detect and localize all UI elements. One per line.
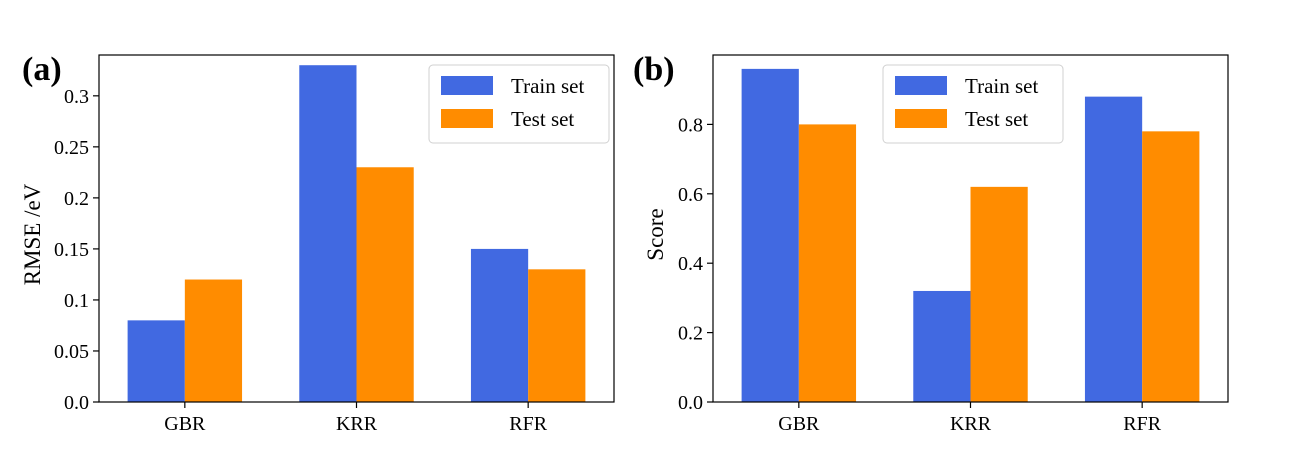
bar-test-set-rfr — [1142, 131, 1200, 402]
bar-test-set-krr — [970, 186, 1028, 402]
bar-test-set-gbr — [184, 279, 243, 402]
bar-train-set-gbr — [127, 320, 185, 402]
y-tick-label: 0.2 — [678, 323, 703, 345]
y-tick-label: 0.2 — [64, 188, 89, 210]
bar-train-set-gbr — [741, 68, 799, 402]
x-tick-label-rfr: RFR — [509, 413, 547, 435]
y-tick-label: 0.3 — [64, 86, 89, 108]
y-tick-label: 0.1 — [64, 290, 89, 312]
y-tick-label: 0.0 — [678, 392, 703, 414]
bar-test-set-rfr — [528, 269, 586, 402]
legend-label-train-set: Train set — [965, 74, 1038, 98]
legend-label-train-set: Train set — [511, 74, 584, 98]
y-axis-label: RMSE /eV — [20, 183, 45, 285]
x-tick-label-krr: KRR — [336, 413, 378, 435]
y-axis-label: Score — [643, 208, 668, 260]
panel-b-score-chart: 0.0 0.2 0.4 0.6 0.8 GBR KRR RFR Score (b) Train se… — [633, 51, 1229, 435]
panel-label: (a) — [22, 51, 62, 88]
legend-label-test-set: Test set — [965, 107, 1028, 131]
bar-train-set-rfr — [470, 248, 529, 402]
x-tick-label-krr: KRR — [950, 413, 992, 435]
y-tick-label: 0.25 — [54, 137, 89, 159]
bar-train-set-krr — [913, 290, 971, 402]
x-tick-label-gbr: GBR — [164, 413, 206, 435]
panel-a-rmse-chart: 0.0 0.05 0.1 0.15 0.2 0.25 0.3 GBR KRR RFR RMSE /e… — [20, 51, 615, 435]
bar-test-set-gbr — [798, 124, 857, 403]
bar-train-set-rfr — [1084, 96, 1143, 402]
y-tick-label: 0.4 — [678, 253, 703, 275]
y-tick-label: 0.05 — [54, 341, 89, 363]
y-tick-label: 0.0 — [64, 392, 89, 414]
legend-swatch-test-set — [895, 109, 947, 128]
x-tick-label-gbr: GBR — [778, 413, 820, 435]
legend-swatch-train-set — [441, 76, 493, 95]
y-tick-label: 0.15 — [54, 239, 89, 261]
y-tick-label: 0.6 — [678, 184, 703, 206]
x-tick-label-rfr: RFR — [1123, 413, 1161, 435]
bar-test-set-krr — [356, 167, 414, 402]
legend-label-test-set: Test set — [511, 107, 574, 131]
legend-swatch-train-set — [895, 76, 947, 95]
y-tick-label: 0.8 — [678, 114, 703, 136]
bar-train-set-krr — [299, 65, 357, 403]
panel-label: (b) — [633, 51, 675, 88]
legend-swatch-test-set — [441, 109, 493, 128]
